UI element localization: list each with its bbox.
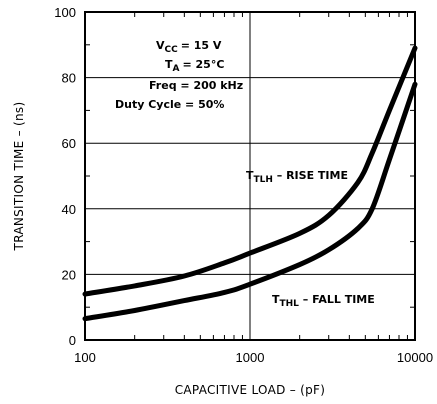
conditions-annotation: VCC = 15 V TA = 25°C Freq = 200 kHz Duty C… [115, 39, 243, 111]
data-curves [82, 45, 418, 322]
y-tick-label: 100 [54, 5, 76, 20]
fall-time-label: TTHL – FALL TIME [272, 293, 375, 309]
y-tick-label: 0 [69, 333, 76, 348]
x-axis-title: CAPACITIVE LOAD – (pF) [175, 383, 326, 397]
x-tick-label: 100 [74, 350, 96, 365]
plot-frame [84, 11, 416, 341]
y-tick-label: 80 [62, 71, 76, 86]
y-tick-label: 60 [62, 136, 76, 151]
y-tick-label: 40 [62, 202, 76, 217]
vcc-label: VCC = 15 V [156, 39, 222, 55]
y-tick-label: 20 [62, 267, 76, 282]
rise-time-label: TTLH – RISE TIME [246, 169, 348, 185]
x-tick-label: 10000 [397, 350, 433, 365]
tick-labels: 0 20 40 60 80 100 100 1000 10000 [54, 5, 433, 365]
ta-label: TA = 25°C [165, 58, 224, 74]
grid-lines [85, 12, 415, 340]
series-rise-time-line [82, 45, 418, 297]
series-fall-time-line [82, 81, 418, 322]
y-axis-title: TRANSITION TIME – (ns) [12, 102, 26, 252]
freq-label: Freq = 200 kHz [149, 79, 243, 92]
x-tick-label: 1000 [236, 350, 265, 365]
duty-cycle-label: Duty Cycle = 50% [115, 98, 224, 111]
